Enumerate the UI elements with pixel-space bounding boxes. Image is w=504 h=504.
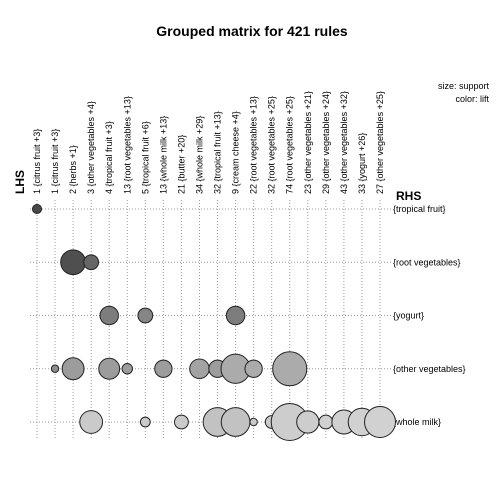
rule-bubble <box>244 359 263 378</box>
lhs-tick-label: 4 {tropical fruit +3} <box>104 121 114 194</box>
rhs-tick-label: {tropical fruit} <box>393 204 446 214</box>
lhs-tick-label: 2 {herbs +1} <box>68 145 78 194</box>
rule-bubble <box>364 406 396 438</box>
grid-lines <box>30 200 392 440</box>
lhs-tick-label: 33 {yogurt +26} <box>357 133 367 194</box>
legend-size: size: support <box>438 81 490 91</box>
lhs-tick-label: 1 {citrus fruit +3} <box>32 129 42 194</box>
rule-bubble <box>98 357 121 380</box>
rule-bubble <box>318 414 334 430</box>
rule-bubble <box>31 203 43 215</box>
x-axis-title-lhs: LHS <box>13 170 27 194</box>
lhs-tick-labels: 1 {citrus fruit +3} 1 {citrus fruit +3} 2 … <box>32 91 385 194</box>
lhs-tick-label: 9 {cream cheese +4} <box>231 111 241 194</box>
lhs-tick-label: 27 {other vegetables +25} <box>375 91 385 194</box>
lhs-tick-label: 22 {root vegetables +13} <box>249 96 259 194</box>
lhs-tick-label: 21 {butter +20} <box>176 135 186 194</box>
chart-title: Grouped matrix for 421 rules <box>156 23 348 39</box>
rule-bubble <box>173 414 189 430</box>
lhs-tick-label: 5 {tropical fruit +6} <box>140 121 150 194</box>
legend-color: color: lift <box>455 94 489 104</box>
rule-bubble <box>121 363 133 375</box>
lhs-tick-label: 74 {root vegetables +25} <box>285 96 295 194</box>
rule-bubble <box>60 249 87 276</box>
lhs-tick-label: 23 {other vegetables +21} <box>303 91 313 194</box>
rule-bubble <box>50 364 60 373</box>
rule-bubble <box>83 254 100 271</box>
lhs-tick-label: 32 {tropical fruit +13} <box>213 111 223 194</box>
lhs-tick-label: 32 {root vegetables +25} <box>267 96 277 194</box>
bubbles <box>31 203 396 441</box>
rhs-tick-label: {whole milk} <box>393 417 441 427</box>
rule-bubble <box>79 410 104 434</box>
rhs-tick-label: {other vegetables} <box>393 364 466 374</box>
lhs-tick-label: 43 {other vegetables +32} <box>339 91 349 194</box>
rule-bubble <box>61 357 85 381</box>
lhs-tick-label: 34 {whole milk +29} <box>194 116 204 194</box>
rhs-tick-label: {root vegetables} <box>393 257 461 267</box>
y-axis-title-rhs: RHS <box>396 189 421 203</box>
rule-bubble <box>220 407 251 437</box>
rule-bubble <box>225 305 246 326</box>
rhs-tick-label: {yogurt} <box>393 311 424 321</box>
rhs-tick-labels: {tropical fruit} {root vegetables} {yogurt… <box>393 204 466 427</box>
rule-bubble <box>296 410 320 434</box>
rule-bubble <box>249 417 258 427</box>
lhs-tick-label: 29 {other vegetables +24} <box>321 91 331 194</box>
lhs-tick-label: 1 {citrus fruit +3} <box>50 129 60 194</box>
lhs-tick-label: 13 {whole milk +13} <box>158 116 168 194</box>
lhs-tick-label: 13 {root vegetables +13} <box>122 96 132 194</box>
rule-bubble <box>137 307 154 324</box>
lhs-tick-label: 3 {other vegetables +4} <box>86 101 96 194</box>
rule-bubble <box>154 359 173 378</box>
rule-bubble <box>272 351 308 387</box>
rule-bubble <box>99 305 119 326</box>
rule-bubble <box>139 416 151 428</box>
rule-bubble <box>189 358 210 380</box>
